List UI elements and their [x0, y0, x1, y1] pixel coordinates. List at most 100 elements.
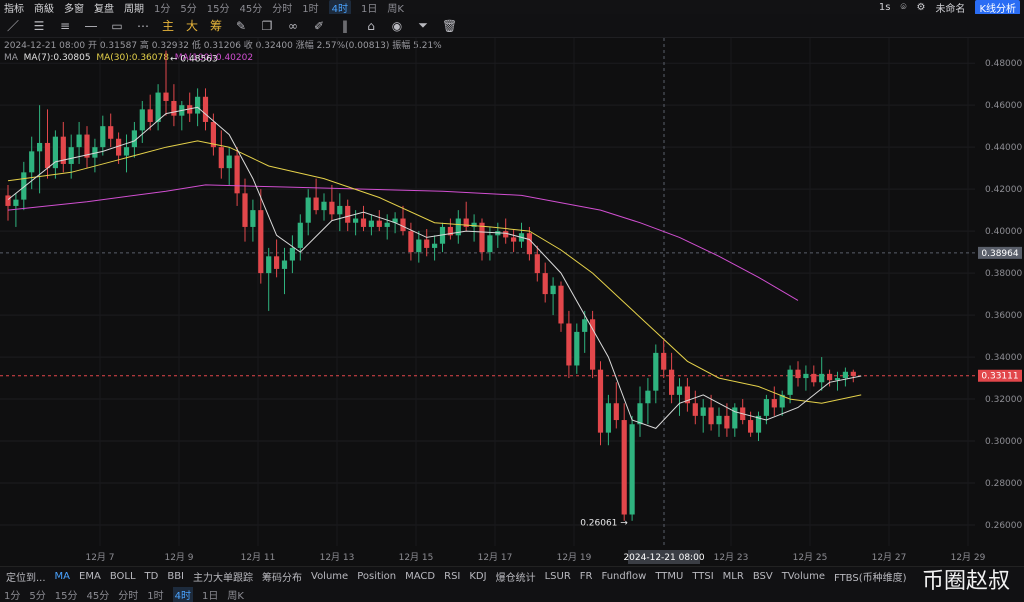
link-icon[interactable]: ∞: [288, 18, 299, 33]
candle-body: [795, 369, 801, 379]
x-tick-label: 12月 9: [164, 552, 193, 563]
ind-bbi[interactable]: BBI: [167, 571, 184, 582]
btf-5m[interactable]: 5分: [29, 590, 46, 602]
kline-analysis-button[interactable]: K线分析: [975, 0, 1020, 15]
copy-icon[interactable]: ❐: [261, 18, 273, 33]
candle-body: [432, 243, 438, 248]
candle-body: [44, 142, 51, 169]
settings-icon[interactable]: ⚙: [916, 1, 926, 13]
ind-ttsi[interactable]: TTSI: [692, 571, 714, 582]
ind-chip[interactable]: 筹码分布: [262, 573, 302, 584]
candle-body: [700, 407, 706, 416]
candle-body: [574, 331, 580, 366]
tf-45m[interactable]: 45分: [239, 3, 263, 15]
btf-1m[interactable]: 1分: [4, 590, 21, 602]
candle-body: [123, 147, 130, 156]
tf-5m[interactable]: 5分: [180, 3, 197, 15]
chip-button[interactable]: 筹: [210, 19, 223, 33]
ind-liquidation[interactable]: 爆仓统计: [495, 573, 536, 584]
camera-icon[interactable]: ⌾: [900, 1, 907, 13]
candle-body: [676, 386, 683, 395]
btf-1w[interactable]: 周K: [227, 590, 244, 602]
template-button[interactable]: 商級: [34, 3, 54, 15]
candle-body: [763, 399, 769, 416]
tf-15m[interactable]: 15分: [206, 3, 230, 15]
btf-1h[interactable]: 1时: [147, 590, 164, 602]
candle-body: [566, 323, 572, 366]
candle-body: [629, 424, 635, 515]
candle-body: [266, 256, 272, 274]
ind-rsi[interactable]: RSI: [444, 571, 461, 582]
large-order-button[interactable]: 大: [186, 19, 199, 33]
candle-body: [171, 100, 177, 116]
rectangle-icon[interactable]: ▭: [111, 18, 123, 33]
ind-mlr[interactable]: MLR: [722, 571, 744, 582]
ind-macd[interactable]: MACD: [405, 571, 436, 582]
ind-ftbs[interactable]: FTBS(币种维度): [834, 573, 907, 584]
btf-4h[interactable]: 4时: [172, 586, 193, 602]
btf-1d[interactable]: 1日: [201, 590, 219, 602]
ind-tvolume[interactable]: TVolume: [781, 571, 825, 582]
lock-icon[interactable]: ⌂: [367, 18, 375, 33]
ind-boll[interactable]: BOLL: [109, 571, 136, 582]
candle-body: [250, 210, 256, 227]
horizontal-line-icon[interactable]: ―: [85, 18, 97, 33]
tf-1m[interactable]: 1分: [154, 3, 171, 15]
brush-icon[interactable]: ✐: [314, 18, 325, 33]
candle-body: [455, 218, 461, 236]
candle-body: [590, 319, 596, 370]
tf-1d[interactable]: 1日: [360, 3, 378, 15]
ind-ma[interactable]: MA: [54, 571, 71, 582]
chart-legend: 2024-12-21 08:00 开 0.31587 高 0.32932 低 0…: [4, 40, 442, 64]
indicator-bar: 定位到... MA EMA BOLL TD BBI 主力大单跟踪 筹码分布 Vo…: [0, 566, 1024, 586]
ind-position[interactable]: Position: [357, 571, 397, 582]
ind-lsur[interactable]: LSUR: [544, 571, 571, 582]
indicator-button[interactable]: 指标: [4, 3, 24, 15]
filter-icon[interactable]: ⏷: [418, 18, 428, 32]
replay-button[interactable]: 复盘: [94, 3, 114, 15]
multi-window-button[interactable]: 多窗: [64, 3, 84, 15]
locate-button[interactable]: 定位到...: [6, 573, 46, 584]
parallel-lines-icon[interactable]: ☰: [33, 18, 45, 33]
ind-ttmu[interactable]: TTMU: [655, 571, 684, 582]
candle-body: [60, 136, 66, 164]
trash-icon[interactable]: 🗑: [442, 18, 458, 33]
tf-timeshare[interactable]: 分时: [272, 3, 293, 15]
btf-15m[interactable]: 15分: [54, 590, 78, 602]
candle-body: [613, 403, 619, 421]
tf-1w[interactable]: 周K: [387, 3, 404, 15]
tf-4h[interactable]: 4时: [328, 0, 351, 15]
ind-volume[interactable]: Volume: [311, 571, 349, 582]
pen-icon[interactable]: ✎: [236, 18, 247, 33]
candle-body: [218, 147, 224, 169]
y-tick-label: 0.38000: [985, 269, 1022, 279]
tf-1h[interactable]: 1时: [302, 3, 319, 15]
ind-fr[interactable]: FR: [579, 571, 593, 582]
btf-45m[interactable]: 45分: [86, 590, 110, 602]
interval-1s[interactable]: 1s: [878, 1, 891, 13]
candlestick-chart[interactable]: 0.48000 0.46000 0.44000 0.42000 0.40000 0.380…: [0, 38, 1024, 566]
candle-body: [424, 239, 430, 248]
y-tick-label: 0.44000: [985, 143, 1022, 153]
ind-td[interactable]: TD: [144, 571, 159, 582]
x-tick-label: 12月 15: [399, 552, 434, 563]
candle-body: [163, 92, 169, 101]
candle-body: [669, 369, 675, 395]
more-icon[interactable]: ⋯: [137, 18, 149, 33]
candle-body: [684, 386, 690, 404]
ind-fundflow[interactable]: Fundflow: [601, 571, 647, 582]
main-chart-button[interactable]: 主: [162, 19, 175, 33]
btf-timeshare[interactable]: 分时: [118, 590, 139, 602]
candle-body: [210, 121, 216, 148]
fib-icon[interactable]: ≡: [59, 18, 71, 33]
eye-icon[interactable]: ◉: [391, 18, 403, 33]
period-button[interactable]: 周期: [124, 3, 144, 15]
layout-name[interactable]: 未命名: [935, 3, 966, 15]
candle-icon[interactable]: ‖: [342, 18, 349, 33]
ind-kdj[interactable]: KDJ: [469, 571, 487, 582]
ind-whale[interactable]: 主力大单跟踪: [193, 573, 253, 584]
ohlc-readout: 2024-12-21 08:00 开 0.31587 高 0.32932 低 0…: [4, 41, 442, 51]
ind-ema[interactable]: EMA: [79, 571, 101, 582]
ind-bsv[interactable]: BSV: [752, 571, 773, 582]
trendline-icon[interactable]: ／: [6, 19, 19, 33]
